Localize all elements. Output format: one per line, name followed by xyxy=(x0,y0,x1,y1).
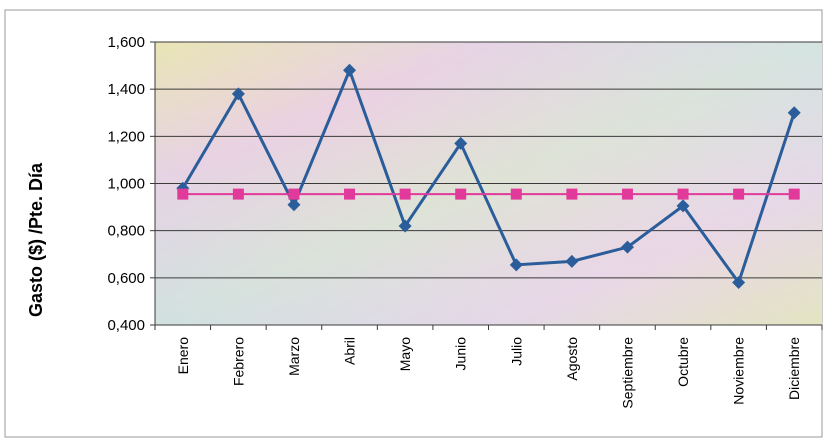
data-point xyxy=(733,188,745,200)
y-tick-label: 1,000 xyxy=(107,176,145,193)
y-tick-label: 1,200 xyxy=(107,128,145,145)
y-tick-label: 0,600 xyxy=(107,270,145,287)
data-point xyxy=(344,188,356,200)
y-axis-title: Gasto ($) /Pte. Día xyxy=(26,162,46,317)
x-tick-label: Agosto xyxy=(564,337,580,381)
data-point xyxy=(732,276,746,290)
x-tick-label: Julio xyxy=(508,337,524,366)
x-tick-label: Enero xyxy=(175,337,191,375)
axes xyxy=(150,41,823,330)
data-point xyxy=(566,188,578,200)
x-tick-label: Diciembre xyxy=(786,337,802,400)
x-tick-label: Febrero xyxy=(230,337,246,386)
y-tick-label: 1,600 xyxy=(107,34,145,51)
data-point xyxy=(509,258,523,272)
y-tick-label: 0,400 xyxy=(107,317,145,334)
y-tick-label: 0,800 xyxy=(107,223,145,240)
x-tick-label: Octubre xyxy=(675,337,691,387)
gridlines xyxy=(155,41,822,279)
data-point xyxy=(676,199,690,213)
series-line-1 xyxy=(181,66,796,286)
x-tick-label: Septiembre xyxy=(619,337,635,409)
data-point xyxy=(398,219,412,233)
x-tick-label: Noviembre xyxy=(731,337,747,405)
data-point xyxy=(177,188,189,200)
data-point xyxy=(788,188,800,200)
tick-labels: 0,400 0,600 0,800 1,000 1,200 1,400 1,600 Enero… xyxy=(107,34,802,409)
series xyxy=(176,63,801,290)
data-point xyxy=(343,63,357,77)
y-tick-label: 1,400 xyxy=(107,81,145,98)
data-point xyxy=(787,106,801,120)
x-tick-label: Marzo xyxy=(286,337,302,376)
x-tick-label: Mayo xyxy=(397,337,413,371)
data-point xyxy=(565,254,579,268)
data-point xyxy=(232,188,244,200)
data-point xyxy=(288,188,300,200)
data-point xyxy=(620,240,634,254)
data-point xyxy=(287,198,301,212)
data-point xyxy=(399,188,411,200)
x-tick-label: Abril xyxy=(342,337,358,365)
data-point xyxy=(454,136,468,150)
data-point xyxy=(510,188,522,200)
data-point xyxy=(231,87,245,101)
data-point xyxy=(455,188,467,200)
x-tick-label: Junio xyxy=(453,337,469,371)
data-point xyxy=(621,188,633,200)
data-point xyxy=(677,188,689,200)
